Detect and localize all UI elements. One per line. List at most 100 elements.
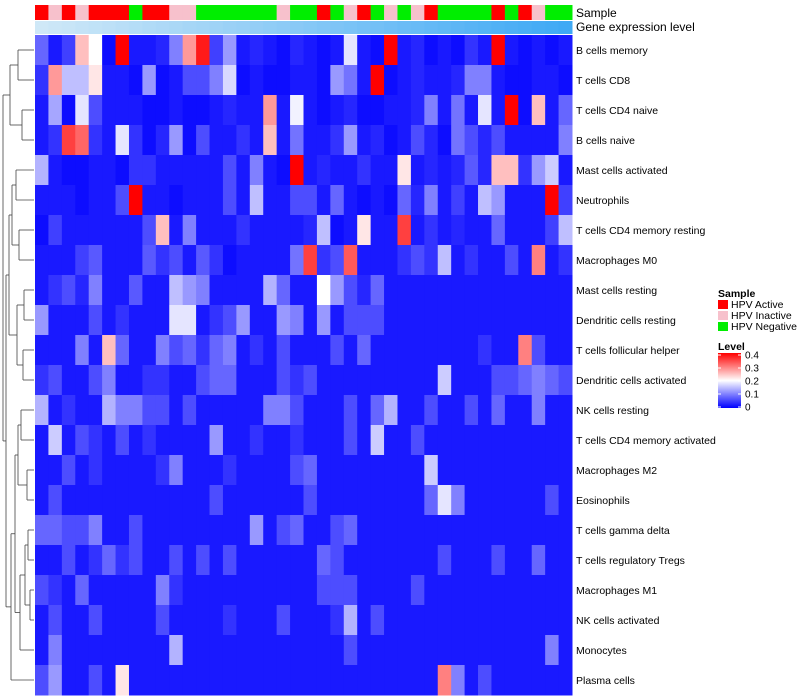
heatmap-cell <box>518 155 533 186</box>
heatmap-cell <box>115 95 130 126</box>
heatmap-cell <box>249 395 264 426</box>
heatmap-cell <box>410 155 425 186</box>
heatmap-cell <box>558 155 573 186</box>
heatmap-cell <box>316 365 331 396</box>
heatmap-cell <box>263 95 278 126</box>
heatmap-cell <box>209 455 224 486</box>
heatmap-cell <box>316 215 331 246</box>
heatmap-cell <box>545 335 560 366</box>
heatmap-cell <box>410 245 425 276</box>
heatmap-cell <box>75 215 90 246</box>
heatmap-cell <box>142 275 157 306</box>
heatmap-cell <box>290 305 304 336</box>
heatmap-cell <box>196 305 211 336</box>
heatmap-cell <box>491 35 506 66</box>
heatmap-cell <box>276 305 291 336</box>
heatmap-cell <box>491 365 506 396</box>
heatmap-cell <box>169 305 184 336</box>
heatmap-cell <box>276 485 291 516</box>
heatmap-cell <box>128 185 143 216</box>
heatmap-cell <box>115 215 130 246</box>
heatmap-cell <box>276 125 291 156</box>
heatmap-cell <box>558 335 573 366</box>
heatmap-cell <box>75 35 90 66</box>
heatmap-cell <box>115 395 130 426</box>
heatmap-cell <box>155 395 170 426</box>
heatmap-cell <box>75 425 90 456</box>
row-label: T cells regulatory Tregs <box>576 555 685 567</box>
heatmap-cell <box>330 155 345 186</box>
heatmap-cell <box>384 35 398 66</box>
heatmap-cell <box>384 395 398 426</box>
heatmap-cell <box>330 125 345 156</box>
heatmap-cell <box>330 425 345 456</box>
heatmap-cell <box>370 605 385 636</box>
heatmap-cell <box>397 605 412 636</box>
heatmap-cell <box>478 485 492 516</box>
heatmap-cell <box>115 35 130 66</box>
heatmap-cell <box>518 35 533 66</box>
heatmap-cell <box>169 185 184 216</box>
heatmap-cell <box>558 425 573 456</box>
heatmap-cell <box>518 365 533 396</box>
heatmap-cell <box>209 665 224 696</box>
heatmap-cell <box>437 395 452 426</box>
heatmap-cell <box>88 275 103 306</box>
heatmap-cell <box>196 395 211 426</box>
heatmap-cell <box>88 245 103 276</box>
heatmap-cell <box>491 455 506 486</box>
heatmap-cell <box>115 575 130 606</box>
heatmap-cell <box>357 185 372 216</box>
heatmap-cell <box>88 485 103 516</box>
heatmap-cell <box>48 35 63 66</box>
heatmap-cell <box>464 305 479 336</box>
heatmap-cell <box>343 575 358 606</box>
heatmap-cell <box>330 65 345 96</box>
heatmap-cell <box>424 665 439 696</box>
sample-legend-swatch <box>718 311 728 320</box>
heatmap-cell <box>518 215 533 246</box>
heatmap-cell <box>451 335 466 366</box>
expression-annotation-cell <box>330 21 345 34</box>
heatmap-cell <box>558 35 573 66</box>
expression-annotation-cell <box>155 21 170 34</box>
sample-annotation-cell <box>182 5 197 20</box>
level-tick-label: 0.3 <box>745 364 759 375</box>
heatmap-cell <box>491 635 506 666</box>
heatmap-cell <box>128 35 143 66</box>
heatmap-cell <box>88 395 103 426</box>
heatmap-cell <box>504 395 519 426</box>
heatmap-cell <box>504 545 519 576</box>
heatmap-cell <box>384 155 398 186</box>
heatmap-cell <box>357 665 372 696</box>
heatmap-cell <box>61 305 76 336</box>
heatmap-cell <box>545 125 560 156</box>
heatmap-cell <box>48 245 63 276</box>
heatmap-cell <box>75 125 90 156</box>
heatmap-cell <box>410 515 425 546</box>
heatmap-cell <box>75 665 90 696</box>
heatmap-cell <box>424 65 439 96</box>
heatmap-cell <box>61 575 76 606</box>
heatmap-cell <box>290 515 304 546</box>
heatmap-cell <box>464 545 479 576</box>
heatmap-cell <box>303 425 318 456</box>
heatmap-cell <box>518 335 533 366</box>
heatmap-cell <box>35 125 49 156</box>
heatmap-cell <box>343 545 358 576</box>
heatmap-cell <box>128 575 143 606</box>
heatmap-cell <box>384 245 398 276</box>
heatmap-cell <box>384 275 398 306</box>
heatmap-cell <box>531 365 546 396</box>
heatmap-cell <box>424 365 439 396</box>
heatmap-cell <box>357 305 372 336</box>
heatmap-cell <box>451 95 466 126</box>
heatmap-cell <box>128 95 143 126</box>
heatmap-cell <box>128 335 143 366</box>
row-label: Plasma cells <box>576 675 635 687</box>
heatmap-cell <box>531 35 546 66</box>
heatmap-cell <box>276 545 291 576</box>
heatmap-cell <box>115 245 130 276</box>
heatmap-cell <box>290 215 304 246</box>
heatmap-cell <box>464 215 479 246</box>
